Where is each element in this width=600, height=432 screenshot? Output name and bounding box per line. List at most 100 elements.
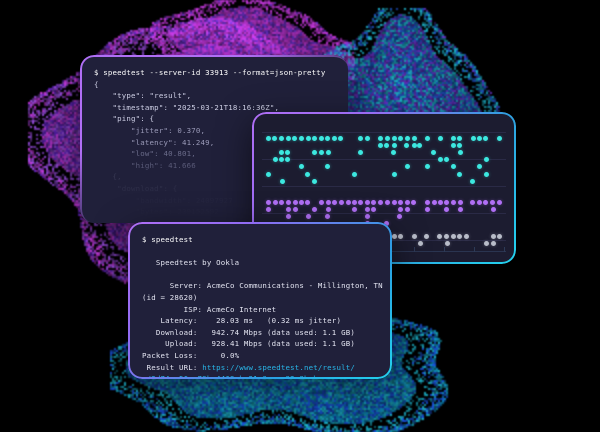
graph-dot <box>443 157 449 162</box>
terminal-line: ISP: AcmeCo Internet <box>142 304 277 314</box>
graph-dot <box>437 234 443 239</box>
terminal-line: $ speedtest <box>142 235 193 244</box>
graph-dot <box>431 200 437 205</box>
terminal-line <box>142 246 378 258</box>
graph-dot <box>444 207 450 212</box>
graph-dot <box>451 136 457 141</box>
graph-dot <box>298 136 304 141</box>
result-url-link-wrap[interactable]: c/2d74ee56-a79b-4469-ba21-0cecc92c8bcb <box>142 374 318 379</box>
graph-dot <box>490 200 496 205</box>
graph-dot <box>397 214 403 219</box>
graph-dot <box>451 164 457 169</box>
graph-dot <box>325 150 331 155</box>
graph-dot <box>496 136 502 141</box>
graph-dot <box>285 207 291 212</box>
graph-dot <box>431 150 437 155</box>
graph-dot <box>305 172 311 177</box>
graph-dot <box>457 200 463 205</box>
graph-dot <box>411 234 417 239</box>
terminal-line: Upload: 928.41 Mbps (data used: 1.1 GB) <box>142 339 355 349</box>
graph-dot <box>331 136 337 141</box>
graph-dot <box>471 136 476 141</box>
graph-dot <box>418 241 424 246</box>
graph-dot <box>391 143 397 148</box>
graph-dot <box>398 234 404 239</box>
graph-dot <box>477 136 483 141</box>
graph-dot <box>411 136 417 141</box>
graph-dot <box>450 200 456 205</box>
speedtest-result-terminal-card[interactable]: $ speedtest Speedtest by Ookla Server: A… <box>128 222 392 379</box>
terminal-line: Download: 942.74 Mbps (data used: 1.1 GB… <box>142 327 355 337</box>
graph-dot <box>470 200 476 205</box>
graph-dot <box>278 157 284 162</box>
graph-dot <box>318 150 324 155</box>
graph-dot <box>483 157 489 162</box>
graph-dot <box>477 164 483 169</box>
graph-dot <box>325 214 331 219</box>
graph-dot <box>279 179 285 184</box>
graph-dot <box>312 179 318 184</box>
graph-dot <box>285 200 291 205</box>
terminal-line: { <box>94 79 99 89</box>
graph-dot <box>279 150 285 155</box>
graph-dot <box>377 200 383 205</box>
graph-tick <box>474 247 475 252</box>
graph-gridline <box>262 213 506 214</box>
graph-dot <box>305 136 311 141</box>
graph-dot <box>378 143 384 148</box>
graph-gridline <box>262 132 506 133</box>
graph-dot <box>352 200 358 205</box>
graph-dot <box>490 234 496 239</box>
graph-dot <box>456 234 462 239</box>
graph-dot <box>391 150 397 155</box>
graph-dot <box>305 200 311 205</box>
terminal-line: "latency": 41.249, <box>94 137 215 147</box>
graph-dot <box>365 200 371 205</box>
graph-dot <box>490 207 496 212</box>
terminal-line: $ speedtest --server-id 33913 --format=j… <box>94 68 326 77</box>
graph-dot <box>444 234 450 239</box>
graph-dot <box>286 214 292 219</box>
graph-dot <box>365 207 371 212</box>
graph-dot <box>483 172 489 177</box>
terminal-line: Server: AcmeCo Communications - Millingt… <box>142 281 383 291</box>
graph-dot <box>371 207 377 212</box>
graph-dot <box>398 200 403 205</box>
graph-dot <box>266 207 271 212</box>
graph-dot <box>352 172 358 177</box>
graph-dot <box>391 136 397 141</box>
graph-dot <box>352 207 358 212</box>
graph-dot <box>358 136 363 141</box>
result-url-link[interactable]: https://www.speedtest.net/result/ <box>202 362 355 372</box>
graph-dot <box>496 200 502 205</box>
graph-dot <box>470 179 476 184</box>
graph-dot <box>391 172 397 177</box>
graph-dot <box>338 200 344 205</box>
graph-dot <box>437 136 443 141</box>
graph-dot <box>424 200 430 205</box>
graph-dot <box>496 234 502 239</box>
graph-dot <box>345 200 351 205</box>
graph-dot <box>298 200 304 205</box>
graph-dot <box>285 150 291 155</box>
graph-dot <box>417 143 423 148</box>
graph-dot <box>272 200 278 205</box>
terminal-line: Packet Loss: 0.0% <box>142 350 240 360</box>
graph-dot <box>325 200 331 205</box>
graph-dot <box>438 200 444 205</box>
graph-dot <box>424 164 430 169</box>
graph-dot <box>404 143 410 148</box>
graph-gridline <box>262 159 506 160</box>
graph-dot <box>292 200 298 205</box>
graph-dot <box>451 234 457 239</box>
speedtest-result-text: $ speedtest Speedtest by Ookla Server: A… <box>128 222 392 379</box>
terminal-line: "type": "result", <box>94 91 192 101</box>
graph-dot <box>404 200 410 205</box>
graph-dot <box>312 207 318 212</box>
graph-dot <box>404 136 410 141</box>
graph-gridline <box>262 186 506 187</box>
graph-tick <box>414 247 415 252</box>
graph-dot <box>325 207 331 212</box>
graph-dot <box>411 200 417 205</box>
